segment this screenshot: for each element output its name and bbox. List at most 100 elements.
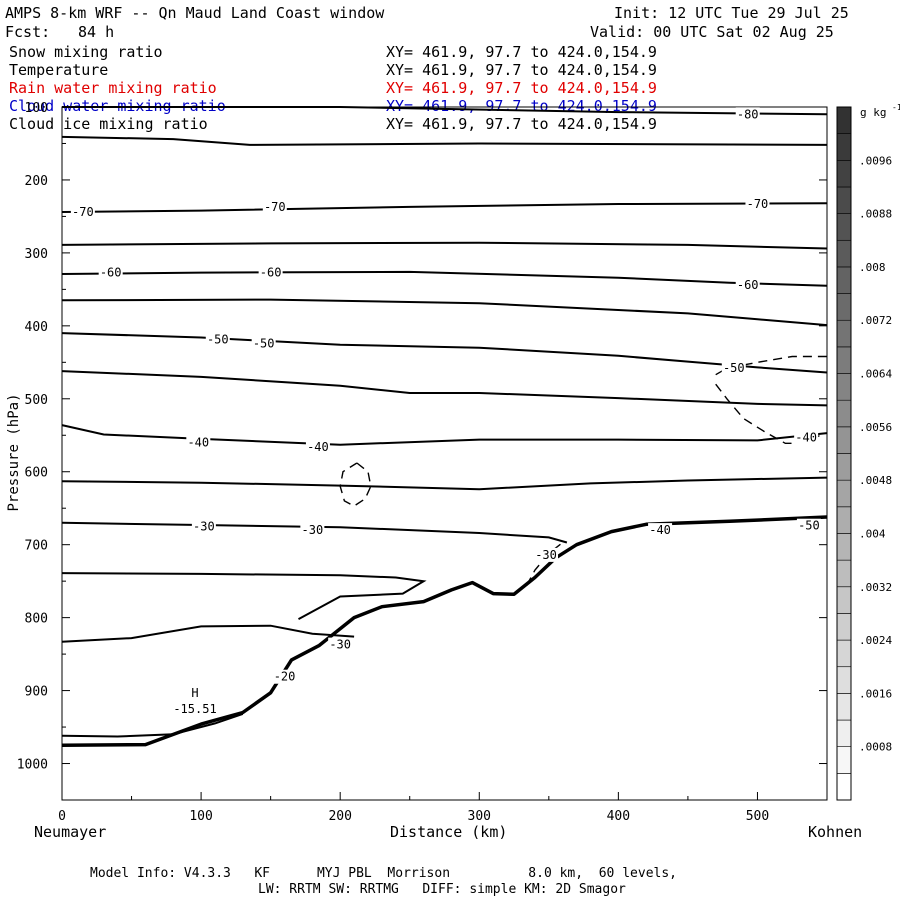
field-name: Cloud ice mixing ratio xyxy=(9,115,208,133)
field-xy-range: XY= 461.9, 97.7 to 424.0,154.9 xyxy=(386,43,657,61)
colorbar-unit-exponent: -1 xyxy=(892,103,900,112)
contour-label-bg xyxy=(721,361,746,376)
colorbar-segment xyxy=(836,186,852,214)
terrain-line xyxy=(61,515,828,748)
contour-label: -70 xyxy=(72,205,94,219)
model-info-line2: LW: RRTM SW: RRTMG DIFF: simple KM: 2D S… xyxy=(258,882,626,897)
contour-label-bg xyxy=(648,523,673,538)
colorbar-tick-label: .0008 xyxy=(859,741,892,754)
y-axis-label: Pressure (hPa) xyxy=(6,393,22,511)
colorbar-segment xyxy=(836,373,852,401)
contour-label-bg xyxy=(796,518,821,533)
x-left-label: Neumayer xyxy=(34,823,107,841)
temperature-contour xyxy=(61,521,568,544)
contour-label-bg xyxy=(205,332,230,347)
colorbar-segment xyxy=(836,586,852,614)
colorbar-segment xyxy=(836,719,852,747)
contour-label: -80 xyxy=(737,107,759,121)
contour-label: -40 xyxy=(795,430,817,444)
high-marker-label: H xyxy=(191,686,198,700)
contour-label-bg xyxy=(300,523,325,538)
contour-label: -30 xyxy=(535,548,557,562)
contour-label: -50 xyxy=(207,333,229,347)
contour-label: -50 xyxy=(253,336,275,350)
colorbar-segment xyxy=(836,319,852,348)
temperature-contour xyxy=(61,270,828,287)
temperature-contour xyxy=(61,624,355,643)
forecast-hours: 84 h xyxy=(78,23,115,41)
y-tick-label: 900 xyxy=(25,685,48,700)
colorbar-segment xyxy=(836,239,852,268)
contour-label: -40 xyxy=(187,436,209,450)
y-tick-label: 300 xyxy=(25,247,48,262)
temperature-contour xyxy=(61,332,828,374)
contour-label: -40 xyxy=(307,440,329,454)
colorbar-segment xyxy=(836,293,852,321)
cloud-ice-contour xyxy=(339,462,372,507)
contour-label-bg xyxy=(272,669,297,684)
contour-label: -50 xyxy=(798,519,820,533)
colorbar-frame xyxy=(836,106,852,801)
colorbar-segment xyxy=(836,213,852,241)
colorbar-segment xyxy=(836,160,852,188)
colorbar-tick-label: .004 xyxy=(859,527,886,540)
colorbar-segment xyxy=(836,453,852,481)
colorbar-segment xyxy=(836,773,852,801)
contour-label-bg xyxy=(794,430,819,445)
colorbar-tick-label: .008 xyxy=(859,261,886,274)
x-tick-label: 400 xyxy=(607,809,630,824)
contour-label: -60 xyxy=(737,278,759,292)
x-tick-label: 100 xyxy=(189,809,212,824)
contour-label-bg xyxy=(735,107,760,122)
colorbar-tick-label: .0096 xyxy=(859,154,892,167)
contour-label-bg xyxy=(305,439,330,454)
field-name: Temperature xyxy=(9,61,109,79)
temperature-contour xyxy=(61,370,828,407)
colorbar-tick-label: .0048 xyxy=(859,474,892,487)
contour-label-bg xyxy=(745,197,770,212)
init-time: Init: 12 UTC Tue 29 Jul 25 xyxy=(614,4,849,22)
model-info-line1: Model Info: V4.3.3 KF MYJ PBL Morrison 8… xyxy=(90,866,677,881)
x-tick-label: 300 xyxy=(468,809,491,824)
contour-label: -30 xyxy=(329,638,351,652)
colorbar-segment xyxy=(836,746,852,774)
contour-label-bg xyxy=(534,547,559,562)
colorbar-segment xyxy=(836,666,852,694)
colorbar-tick-label: .0016 xyxy=(859,687,892,700)
colorbar-segment xyxy=(836,693,852,721)
contour-label: -70 xyxy=(747,197,769,211)
colorbar-tick-label: .0024 xyxy=(859,634,892,647)
colorbar-segment xyxy=(836,613,852,641)
colorbar-segment xyxy=(836,346,852,374)
temperature-contour xyxy=(61,241,828,250)
colorbar-unit: g kg xyxy=(860,106,887,119)
chart-title: AMPS 8-km WRF -- Qn Maud Land Coast wind… xyxy=(5,4,385,22)
colorbar-tick-label: .0072 xyxy=(859,314,892,327)
x-tick-label: 200 xyxy=(328,809,351,824)
field-xy-range: XY= 461.9, 97.7 to 424.0,154.9 xyxy=(386,79,657,97)
field-xy-range: XY= 461.9, 97.7 to 424.0,154.9 xyxy=(386,61,657,79)
valid-time: Valid: 00 UTC Sat 02 Aug 25 xyxy=(590,23,834,41)
temperature-contour xyxy=(61,424,828,446)
x-axis-label: Distance (km) xyxy=(390,823,508,841)
contour-label-bg xyxy=(258,265,283,280)
y-tick-label: 400 xyxy=(25,320,48,335)
contour-label-bg xyxy=(70,205,95,220)
high-marker-value: -15.51 xyxy=(173,702,216,716)
forecast-label: Fcst: xyxy=(5,23,51,41)
contour-label-bg xyxy=(186,435,211,450)
colorbar-segment xyxy=(836,479,852,508)
y-tick-label: 500 xyxy=(25,393,48,408)
colorbar-segment xyxy=(836,426,852,454)
contour-label: -40 xyxy=(649,523,671,537)
y-tick-label: 1000 xyxy=(17,758,48,773)
contour-label: -30 xyxy=(302,523,324,537)
colorbar-tick-label: .0088 xyxy=(859,208,892,221)
y-tick-label: 800 xyxy=(25,612,48,627)
temperature-contour xyxy=(62,106,828,116)
colorbar-segment xyxy=(836,506,852,534)
contour-label: -60 xyxy=(260,266,282,280)
colorbar-tick-label: .0032 xyxy=(859,581,892,594)
x-tick-label: 0 xyxy=(58,809,66,824)
temperature-contour xyxy=(61,476,828,491)
